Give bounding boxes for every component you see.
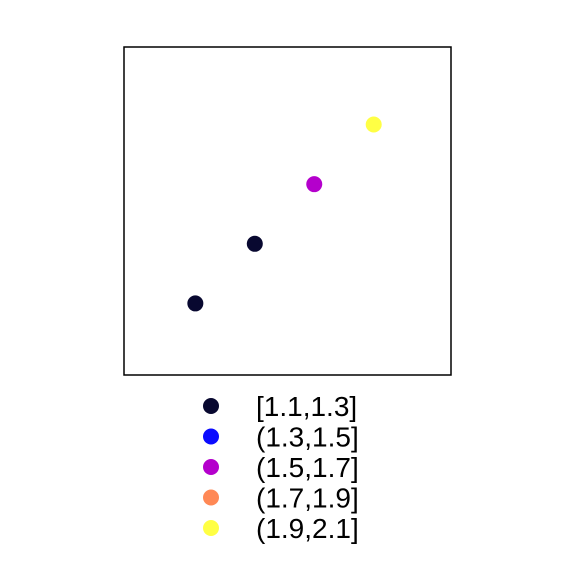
legend-marker-2 xyxy=(203,429,219,445)
data-point-4 xyxy=(366,117,382,133)
legend-marker-1 xyxy=(203,398,219,414)
data-point-1 xyxy=(187,295,203,311)
legend-label-3: (1.5,1.7] xyxy=(256,452,359,483)
legend-marker-4 xyxy=(203,490,219,506)
legend-marker-5 xyxy=(203,520,219,536)
legend: [1.1,1.3](1.3,1.5](1.5,1.7](1.7,1.9](1.9… xyxy=(203,391,359,544)
legend-marker-3 xyxy=(203,459,219,475)
data-point-2 xyxy=(247,236,263,252)
legend-entry-1: [1.1,1.3] xyxy=(203,391,357,422)
legend-label-2: (1.3,1.5] xyxy=(256,422,359,453)
legend-label-5: (1.9,2.1] xyxy=(256,513,359,544)
legend-entry-2: (1.3,1.5] xyxy=(203,422,359,453)
legend-label-4: (1.7,1.9] xyxy=(256,483,359,514)
data-point-3 xyxy=(306,176,322,192)
legend-entry-5: (1.9,2.1] xyxy=(203,513,359,544)
legend-label-1: [1.1,1.3] xyxy=(256,391,357,422)
legend-entry-4: (1.7,1.9] xyxy=(203,483,359,514)
legend-entry-3: (1.5,1.7] xyxy=(203,452,359,483)
plot-frame xyxy=(124,47,451,375)
data-points xyxy=(187,117,381,312)
